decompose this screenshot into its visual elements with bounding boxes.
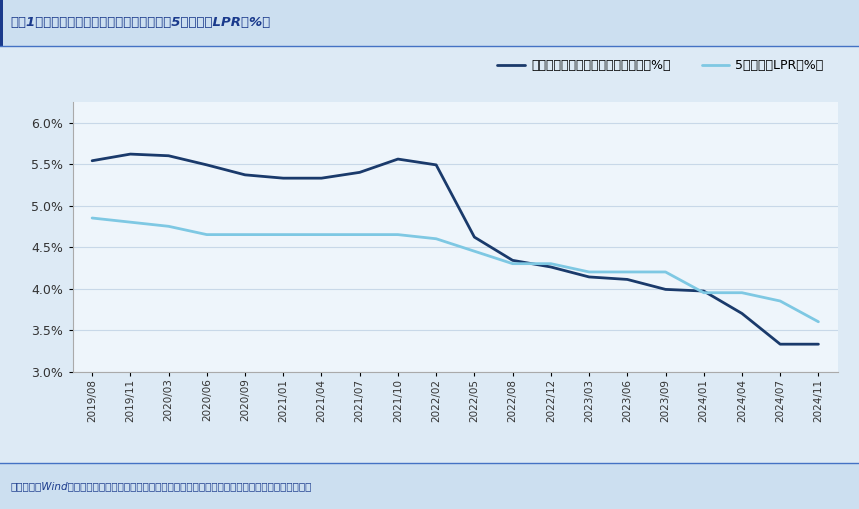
Text: 图表1：新发放个人住房贷款加权平均利率与5年期以上LPR（%）: 图表1：新发放个人住房贷款加权平均利率与5年期以上LPR（%） <box>10 16 271 30</box>
Legend: 新发放个人住房贷款加权平均利率（%）, 5年期以上LPR（%）: 新发放个人住房贷款加权平均利率（%）, 5年期以上LPR（%） <box>497 60 824 72</box>
Text: 资料来源：Wind，央行，国盛证券研究所（个人住房贷款加权平均利率来自央行季度货币政策执行报告）: 资料来源：Wind，央行，国盛证券研究所（个人住房贷款加权平均利率来自央行季度货… <box>10 481 312 491</box>
